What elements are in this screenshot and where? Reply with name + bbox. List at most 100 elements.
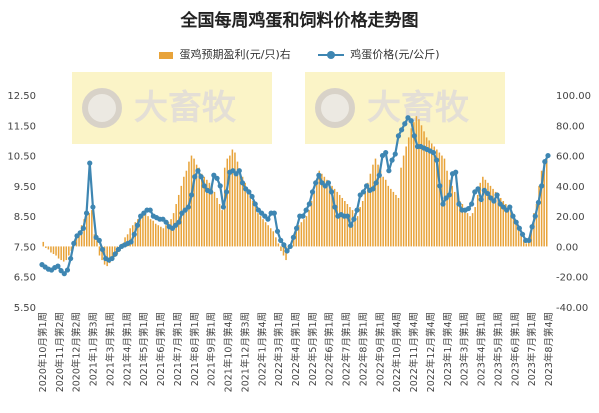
bar-swatch-icon bbox=[159, 51, 174, 59]
egg-price-point bbox=[287, 243, 293, 250]
left-axis-tick-label: 8.50 bbox=[14, 212, 36, 223]
profit-bar bbox=[170, 219, 172, 247]
profit-bar bbox=[157, 225, 160, 247]
profit-bar bbox=[387, 185, 390, 247]
profit-bar bbox=[211, 185, 213, 247]
x-axis-tick-label: 2021年10月第4周 bbox=[223, 312, 235, 392]
profit-bar bbox=[259, 216, 262, 247]
profit-bar bbox=[65, 246, 68, 261]
egg-price-point bbox=[239, 180, 246, 186]
profit-bar bbox=[525, 243, 528, 247]
x-axis-tick-label: 2022年7月第1周 bbox=[341, 312, 353, 386]
x-axis-tick-label: 2022年8月第1周 bbox=[357, 312, 369, 386]
egg-price-point bbox=[309, 189, 316, 195]
legend-item-bars: 蛋鸡预期盈利(元/只)右 bbox=[159, 46, 291, 62]
egg-price-point bbox=[271, 210, 277, 216]
x-axis-tick-label: 2021年12月第3周 bbox=[239, 312, 251, 392]
profit-bar bbox=[257, 213, 259, 247]
egg-price-point bbox=[376, 172, 382, 178]
profit-bar bbox=[540, 170, 543, 247]
profit-bar bbox=[538, 185, 540, 247]
profit-bar bbox=[231, 149, 234, 247]
profit-bar bbox=[379, 170, 382, 247]
egg-price-point bbox=[392, 151, 398, 157]
legend-item-line: 鸡蛋价格(元/公斤) bbox=[318, 46, 440, 62]
egg-price-point bbox=[354, 207, 360, 213]
profit-bar bbox=[190, 155, 193, 247]
x-axis-tick-label: 2021年4月第1周 bbox=[121, 312, 133, 386]
profit-bar bbox=[239, 170, 241, 247]
x-axis-tick-label: 2021年6月第1周 bbox=[155, 312, 167, 386]
profit-bar bbox=[466, 213, 469, 247]
profit-bar bbox=[438, 152, 441, 247]
profit-bar bbox=[98, 246, 101, 256]
profit-bar bbox=[62, 246, 65, 262]
profit-bar bbox=[351, 210, 354, 247]
x-axis-tick-label: 2023年1月第4周 bbox=[442, 312, 454, 386]
profit-bar bbox=[520, 234, 522, 247]
left-axis-tick-label: 6.50 bbox=[14, 273, 36, 284]
egg-price-point bbox=[68, 255, 74, 262]
profit-bar bbox=[162, 228, 165, 247]
profit-bar bbox=[377, 164, 379, 247]
profit-bar bbox=[144, 213, 147, 247]
profit-bar bbox=[476, 194, 479, 247]
egg-price-point bbox=[507, 204, 513, 210]
profit-bar bbox=[305, 216, 308, 247]
profit-bar bbox=[341, 197, 344, 247]
profit-bar bbox=[428, 140, 430, 247]
egg-price-point bbox=[214, 175, 220, 181]
profit-bar bbox=[142, 214, 144, 247]
profit-bar bbox=[300, 222, 303, 247]
x-axis-tick-label: 2022年11月第4周 bbox=[408, 312, 420, 392]
profit-bar bbox=[321, 173, 323, 247]
egg-price-point bbox=[109, 255, 115, 262]
right-axis-tick-label: -20.00 bbox=[556, 273, 588, 284]
profit-bar bbox=[313, 191, 315, 247]
legend-label-bars: 蛋鸡预期盈利(元/只)右 bbox=[179, 48, 291, 61]
egg-price-point bbox=[293, 225, 300, 231]
profit-bar bbox=[479, 182, 482, 247]
profit-bar bbox=[129, 228, 131, 247]
egg-price-point bbox=[529, 224, 535, 230]
watermark-text: 大畜牧 bbox=[367, 88, 469, 128]
profit-bar bbox=[68, 246, 70, 256]
egg-price-point bbox=[201, 183, 207, 189]
legend-label-line: 鸡蛋价格(元/公斤) bbox=[350, 48, 440, 61]
profit-bar bbox=[369, 173, 372, 247]
egg-price-point bbox=[87, 160, 93, 166]
egg-price-point bbox=[99, 246, 106, 253]
egg-price-point bbox=[434, 157, 440, 163]
x-axis-tick-label: 2021年8月第1周 bbox=[189, 312, 201, 386]
profit-bar bbox=[124, 237, 126, 247]
profit-bar bbox=[80, 225, 83, 247]
egg-price-point bbox=[389, 157, 395, 163]
profit-bar bbox=[50, 246, 52, 253]
egg-price-point bbox=[128, 239, 134, 245]
profit-bar bbox=[464, 210, 466, 247]
profit-bar bbox=[83, 219, 85, 247]
profit-bar bbox=[430, 143, 433, 247]
x-axis-tick-label: 2023年8月第4周 bbox=[543, 312, 555, 386]
profit-bar bbox=[482, 176, 484, 247]
profit-bar bbox=[413, 122, 415, 247]
profit-bar bbox=[364, 191, 367, 247]
profit-bar bbox=[147, 216, 149, 247]
profit-bar bbox=[193, 158, 195, 247]
egg-price-point bbox=[316, 172, 322, 178]
x-axis-tick-label: 2022年6月第1周 bbox=[324, 312, 336, 386]
profit-bar bbox=[206, 179, 208, 247]
profit-bar bbox=[101, 246, 103, 261]
watermark-eye-icon bbox=[315, 88, 355, 128]
right-axis-tick-label: 60.00 bbox=[556, 152, 585, 163]
egg-price-point bbox=[163, 219, 169, 225]
egg-price-point bbox=[274, 228, 281, 234]
profit-bar bbox=[436, 149, 438, 247]
profit-bar bbox=[331, 185, 333, 247]
profit-bar bbox=[229, 155, 231, 247]
watermark-logo-left: 大畜牧 bbox=[72, 72, 272, 144]
egg-price-point bbox=[545, 152, 551, 159]
profit-bar bbox=[236, 161, 239, 247]
profit-bar bbox=[487, 182, 489, 247]
left-axis-tick-label: 11.50 bbox=[7, 121, 36, 132]
